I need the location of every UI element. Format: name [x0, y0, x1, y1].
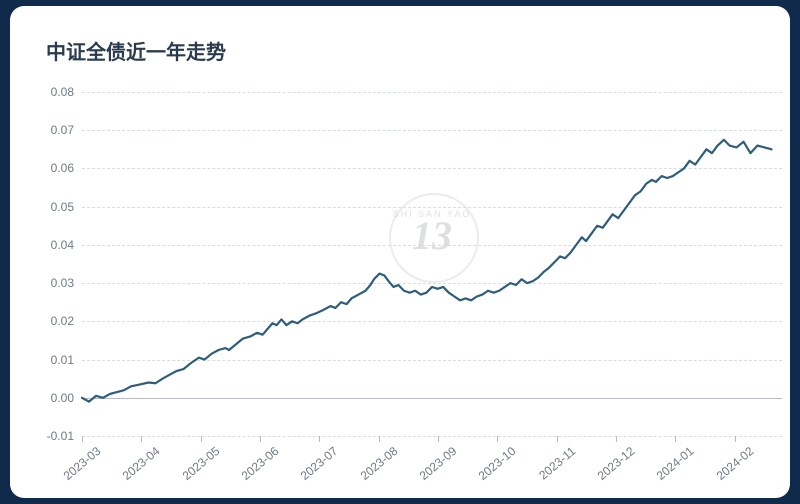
- y-axis-tick-label: 0.02: [51, 314, 82, 328]
- y-axis-tick-label: 0.08: [51, 85, 82, 99]
- x-axis-tick-label: 2023-09: [406, 432, 459, 483]
- y-axis-tick-label: 0.01: [51, 353, 82, 367]
- y-axis-tick-label: 0.06: [51, 161, 82, 175]
- y-axis-tick-label: 0.04: [51, 238, 82, 252]
- x-axis-tick-label: 2023-08: [347, 432, 400, 483]
- y-axis-tick-label: 0.00: [51, 391, 82, 405]
- chart-plot-area: SHI SAN YAO 13 -0.010.000.010.020.030.04…: [82, 92, 782, 436]
- x-axis-tick-label: 2023-11: [526, 432, 578, 483]
- x-axis-tick-label: 2023-06: [228, 432, 281, 483]
- page-background: 中证全债近一年走势 SHI SAN YAO 13 -0.010.000.010.…: [0, 0, 800, 504]
- x-axis-tick-label: 2023-12: [584, 432, 637, 483]
- y-axis-tick-label: 0.05: [51, 200, 82, 214]
- y-axis-tick-label: 0.03: [51, 276, 82, 290]
- x-axis-tick-label: 2023-05: [169, 432, 222, 483]
- x-axis-tick-label: 2023-10: [466, 432, 519, 483]
- chart-card: 中证全债近一年走势 SHI SAN YAO 13 -0.010.000.010.…: [10, 6, 790, 498]
- x-axis-tick-label: 2023-07: [288, 432, 341, 483]
- data-series-line: [82, 140, 772, 402]
- line-chart-svg: [82, 92, 782, 436]
- x-axis-tick-label: 2023-04: [110, 432, 163, 483]
- x-axis-tick-label: 2024-01: [644, 432, 697, 483]
- y-axis-tick-label: 0.07: [51, 123, 82, 137]
- x-axis-tick-label: 2024-02: [703, 432, 756, 483]
- chart-title: 中证全债近一年走势: [46, 36, 226, 65]
